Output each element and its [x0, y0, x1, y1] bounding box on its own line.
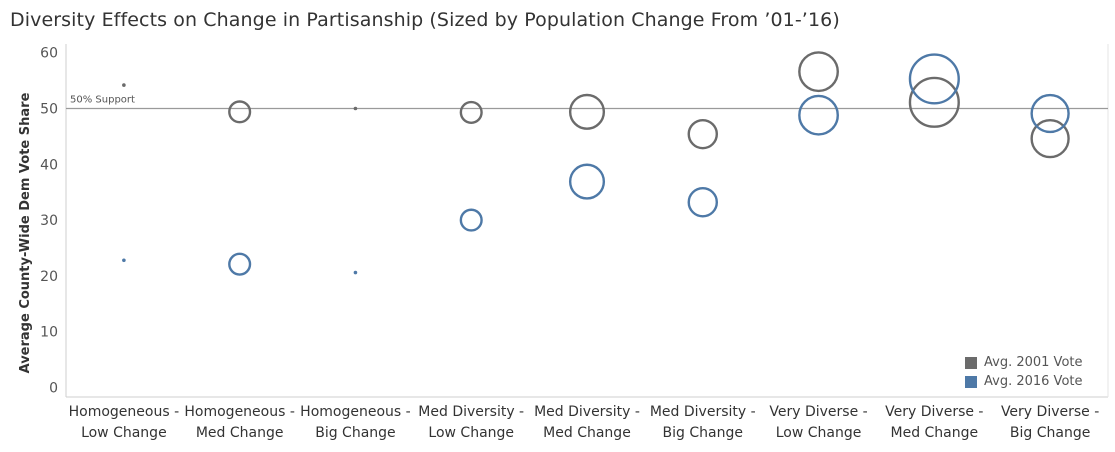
x-category-label: Med Diversity - Big Change: [643, 402, 763, 444]
x-category-label-line: Low Change: [81, 425, 167, 441]
x-category-label-line: Low Change: [775, 425, 862, 441]
x-category-label-line: Med Change: [195, 425, 284, 441]
point-2016[interactable]: [568, 163, 606, 200]
x-category-label: Homogeneous - Big Change: [295, 402, 415, 444]
point-2001[interactable]: [228, 100, 252, 124]
y-tick-label: 60: [40, 46, 58, 62]
reference-line-layer: 50% Support: [66, 95, 1108, 110]
point-2001[interactable]: [687, 118, 719, 150]
point-2001[interactable]: [568, 93, 606, 130]
x-category-label-line: Med Diversity -: [418, 404, 525, 420]
x-category-label-line: Big Change: [1009, 425, 1091, 441]
point-2001[interactable]: [798, 51, 839, 93]
legend-swatch-2016: [965, 375, 977, 388]
legend: Avg. 2001 Vote Avg. 2016 Vote: [965, 353, 1083, 391]
legend-label-2001: Avg. 2001 Vote: [984, 355, 1083, 370]
x-category-label-line: Big Change: [662, 425, 743, 441]
y-tick-label: 50: [40, 102, 58, 118]
x-category-label-line: Very Diverse -: [885, 404, 984, 420]
x-category-label: Med Diversity - Low Change: [411, 402, 531, 444]
point-2016[interactable]: [798, 94, 839, 136]
legend-swatch-2001: [965, 356, 977, 369]
x-category-label-line: Med Change: [543, 425, 631, 441]
point-2001[interactable]: [1030, 118, 1070, 159]
point-2016[interactable]: [353, 270, 358, 275]
point-2016[interactable]: [1030, 93, 1070, 134]
y-tick-label: 40: [40, 157, 58, 173]
y-tick-label: 10: [40, 325, 58, 341]
legend-item-2016[interactable]: Avg. 2016 Vote: [965, 372, 1083, 391]
point-2016[interactable]: [228, 252, 252, 276]
point-2001[interactable]: [459, 100, 483, 124]
point-2016[interactable]: [908, 53, 960, 105]
x-category-label: Very Diverse - Med Change: [874, 402, 994, 444]
x-category-label: Homogeneous - Med Change: [180, 402, 300, 444]
y-tick-label: 30: [40, 213, 58, 229]
y-axis-label: Average County-Wide Dem Vote Share: [18, 92, 33, 373]
reference-line-label: 50% Support: [70, 95, 135, 106]
x-category-label-line: Med Change: [890, 425, 979, 441]
x-category-label: Med Diversity - Med Change: [527, 402, 647, 444]
axes: 0 10 20 30 40 50 60: [40, 44, 1109, 398]
x-category-label-line: Med Diversity -: [649, 404, 756, 420]
marks-layer: [122, 51, 1070, 276]
chart-title: Diversity Effects on Change in Partisans…: [10, 9, 840, 31]
x-category-label-line: Homogeneous -: [300, 404, 411, 420]
x-category-label: Very Diverse - Big Change: [990, 402, 1110, 444]
x-category-label-line: Big Change: [315, 425, 396, 441]
legend-label-2016: Avg. 2016 Vote: [984, 374, 1083, 389]
y-tick-label: 20: [40, 269, 58, 285]
x-category-label-line: Very Diverse -: [1000, 404, 1100, 420]
x-category-label-line: Low Change: [428, 425, 515, 441]
point-2001[interactable]: [353, 106, 358, 111]
x-category-label-line: Homogeneous -: [184, 404, 295, 420]
point-2001[interactable]: [908, 76, 960, 128]
x-category-label-line: Med Diversity -: [534, 404, 640, 420]
point-2001[interactable]: [122, 83, 126, 87]
y-tick-label: 0: [49, 381, 58, 397]
point-2016[interactable]: [687, 187, 719, 218]
point-2016[interactable]: [459, 208, 483, 232]
x-category-label: Very Diverse - Low Change: [759, 402, 879, 444]
x-category-label: Homogeneous - Low Change: [64, 402, 184, 444]
x-category-label-line: Homogeneous -: [68, 404, 180, 420]
x-category-label-line: Very Diverse -: [769, 404, 868, 420]
point-2016[interactable]: [122, 258, 126, 263]
legend-item-2001[interactable]: Avg. 2001 Vote: [965, 353, 1083, 372]
